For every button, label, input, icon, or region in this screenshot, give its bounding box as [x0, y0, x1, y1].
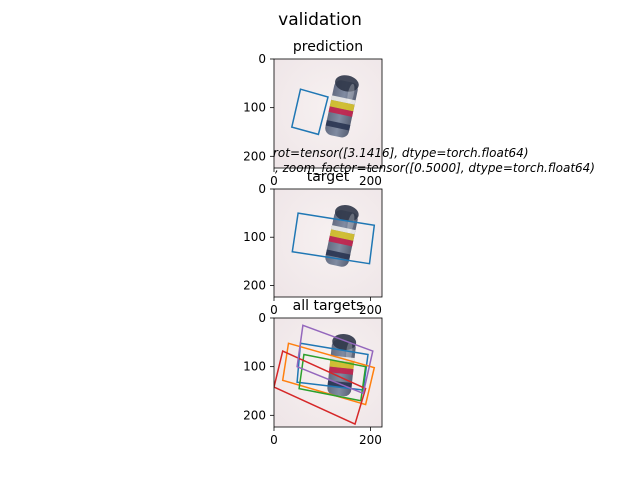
- axes-frame: [273, 188, 383, 298]
- annotation-line-1: rot=tensor([3.1416], dtype=torch.float64…: [273, 146, 529, 160]
- y-tick-label: 200: [243, 278, 266, 292]
- bounding-box-4: [296, 324, 374, 395]
- y-tick-label: 200: [243, 149, 266, 163]
- bounding-box-0: [296, 342, 369, 391]
- panel-title: target: [307, 169, 350, 185]
- y-tick-label: 200: [243, 408, 266, 422]
- axes-frame: [273, 317, 383, 428]
- x-tick-label: 200: [359, 174, 382, 188]
- bottle-image: [325, 75, 359, 138]
- image-background: [274, 189, 382, 297]
- panel-title: all targets: [293, 298, 364, 314]
- image-background: [274, 59, 382, 168]
- panel-1: target 0 100 200 0 200: [243, 169, 383, 317]
- x-tick-label: 0: [270, 303, 278, 317]
- axes-frame: [273, 58, 383, 169]
- x-tick-label: 0: [270, 174, 278, 188]
- panel-0: prediction 0 100 200 0 200: [243, 39, 383, 188]
- x-tick-label: 0: [270, 433, 278, 447]
- y-tick-label: 100: [243, 360, 266, 374]
- bounding-box-2: [298, 353, 367, 402]
- x-tick-label: 200: [359, 303, 382, 317]
- panel-2: all targets 0 100 200 0 200: [243, 298, 383, 447]
- image-background: [274, 318, 382, 427]
- y-tick-label: 100: [243, 101, 266, 115]
- y-tick-label: 100: [243, 230, 266, 244]
- y-tick-label: 0: [258, 52, 266, 66]
- bounding-box-3: [274, 350, 367, 426]
- bounding-box-0: [290, 88, 329, 136]
- bottle-image: [325, 205, 359, 267]
- y-tick-label: 0: [258, 311, 266, 325]
- figure-suptitle: validation: [278, 10, 362, 30]
- x-tick-label: 200: [359, 433, 382, 447]
- bounding-box-0: [291, 212, 376, 265]
- annotation-line-2: , zoom_factor=tensor([0.5000], dtype=tor…: [275, 161, 595, 175]
- bounding-box-1: [281, 342, 376, 406]
- y-tick-label: 0: [258, 182, 266, 196]
- panel-title: prediction: [293, 39, 363, 55]
